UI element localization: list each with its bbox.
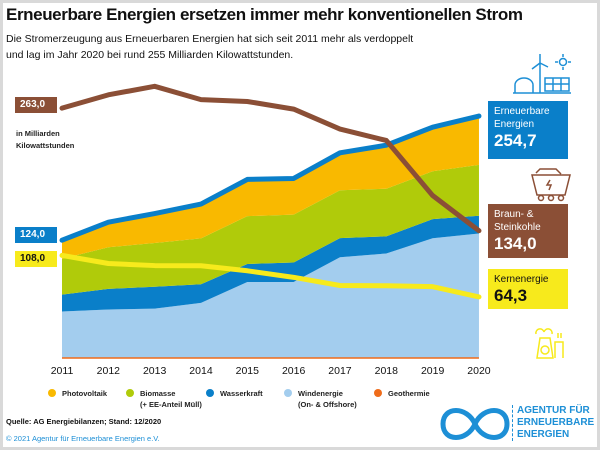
ee-name: Erneuerbare Energien [494,106,550,130]
area-windenergie [62,233,479,358]
source-note: Quelle: AG Energiebilanzen; Stand: 12/20… [6,417,162,426]
ee-start-label: 124,0 [15,227,57,243]
legend-swatch [126,389,134,397]
x-tick-label: 2011 [50,365,74,377]
legend-swatch [206,389,214,397]
x-tick-label: 2012 [96,365,120,377]
ee-end-box: Erneuerbare Energien 254,7 [488,101,568,159]
unit-label: in Milliarden Kilowattstunden [16,129,75,150]
x-tick-label: 2014 [189,365,213,377]
x-tick-label: 2015 [235,365,259,377]
legend-swatch [284,389,292,397]
x-tick-label: 2018 [374,365,398,377]
nuclear-start-label: 108,0 [15,251,57,267]
subtitle: Die Stromerzeugung aus Erneuerbaren Ener… [6,33,414,61]
coal-end-box: Braun- & Steinkohle 134,0 [488,204,568,258]
area-photovoltaik [62,116,479,259]
legend-swatch [374,389,382,397]
coal-start-label: 263,0 [15,97,57,113]
copyright: © 2021 Agentur für Erneuerbare Energien … [6,434,160,443]
line-erneuerbare [59,113,482,243]
x-tick-label: 2019 [420,365,445,377]
x-tick-label: 2020 [467,365,491,377]
line-kohle [59,83,482,234]
legend-item: Biomasse (+ EE-Anteil Müll) [140,389,202,409]
coal-name: Braun- & Steinkohle [494,209,541,233]
x-tick-label: 2016 [281,365,306,377]
legend-swatch [48,389,56,397]
legend-item: Geothermie [388,389,430,398]
line-kernenergie [59,252,482,300]
x-tick-label: 2013 [142,365,167,377]
ee-end-value: 254,7 [494,131,537,150]
legend-item: Windenergie (On- & Offshore) [298,389,357,409]
nuclear-end-value: 64,3 [494,286,528,305]
nuclear-name: Kernenergie [494,274,549,285]
logo-text: AGENTUR FÜR ERNEUERBARE ENERGIEN [512,405,594,441]
nuclear-end-box: Kernenergie 64,3 [488,269,568,309]
area-biomasse [62,164,479,295]
legend-item: Wasserkraft [220,389,263,398]
legend-item: Photovoltaik [62,389,108,398]
x-tick-label: 2017 [328,365,352,377]
page-title: Erneuerbare Energien ersetzen immer mehr… [6,5,523,24]
coal-end-value: 134,0 [494,234,537,253]
area-wasserkraft [62,215,479,312]
